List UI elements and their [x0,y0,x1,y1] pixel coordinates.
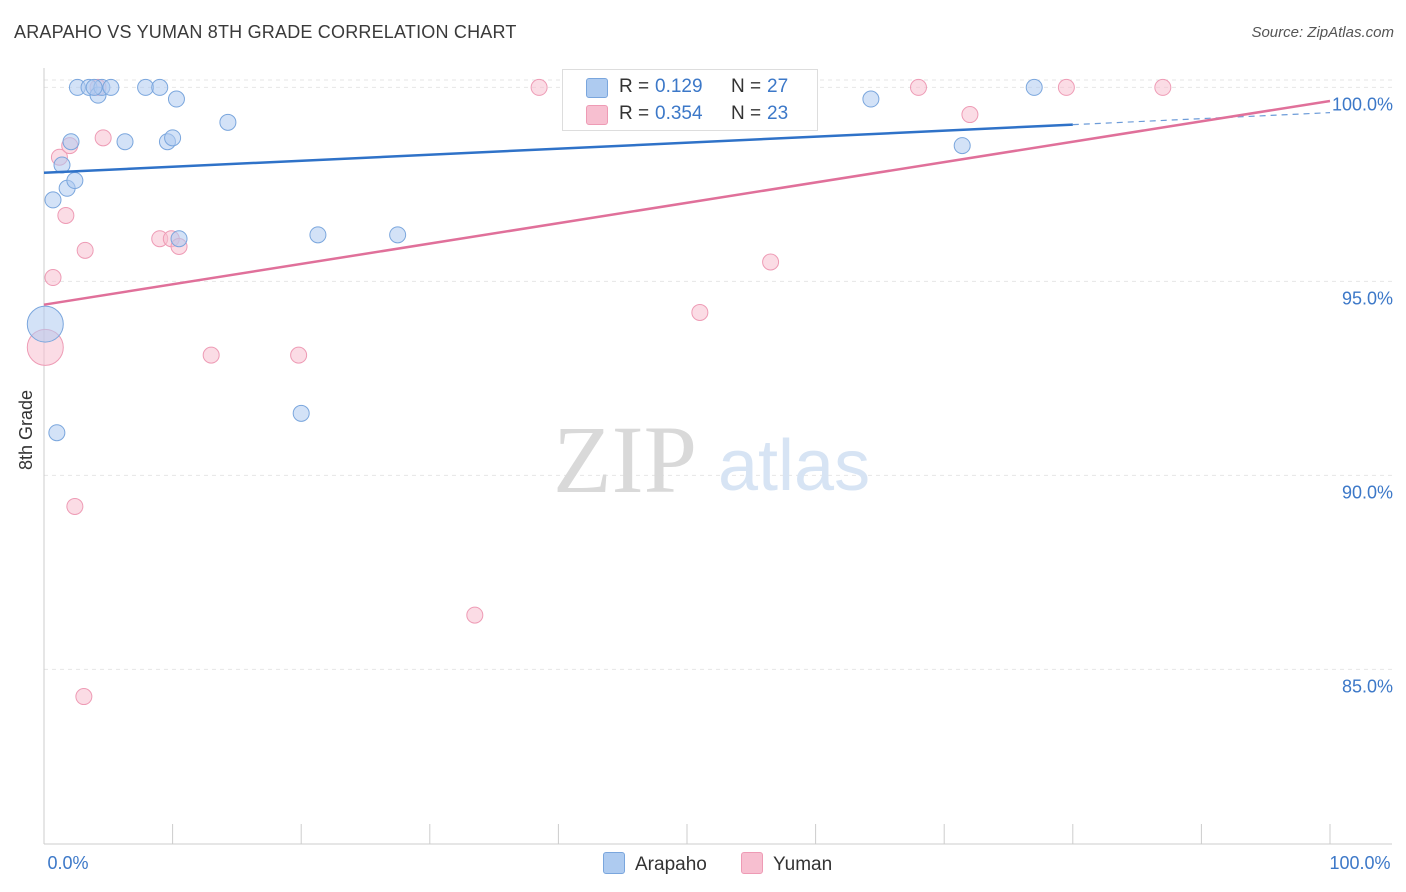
yuman-point [909,78,927,96]
yuman-point [57,206,75,224]
axes [43,68,1392,845]
chart-title: ARAPAHO VS YUMAN 8TH GRADE CORRELATION C… [14,22,517,42]
grid-lines [44,79,1392,670]
yuman-point [44,269,62,287]
yuman-point [290,346,308,364]
yuman-point [75,688,93,706]
ticks: 85.0% 90.0% 95.0% 100.0% 0.0% 100.0% [43,94,1393,873]
y-tick-label: 95.0% [1342,288,1393,308]
yuman-point [76,241,94,259]
arapaho-point [62,133,80,151]
arapaho-point [167,90,185,108]
yuman-n-value: 23 [767,103,789,124]
arapaho-trendline [43,123,1073,175]
yuman-point [1057,78,1075,96]
n-label: N = [731,76,762,97]
n-label: N = [731,103,762,124]
arapaho-point [44,191,62,209]
arapaho-point [862,90,880,108]
source-label: Source: ZipAtlas.com [1251,24,1394,41]
yuman-point [691,303,709,321]
arapaho-r-value: 0.129 [655,76,703,97]
arapaho-point [389,226,407,244]
watermark: ZIP atlas [553,406,870,513]
yuman-point [762,253,780,271]
yuman-point [1154,78,1172,96]
arapaho-point [116,133,134,151]
arapaho-point [170,230,188,248]
y-tick-label: 90.0% [1342,482,1393,502]
yuman-points [26,78,1172,706]
arapaho-swatch [586,78,608,98]
yuman-point [66,497,84,515]
arapaho-point [219,113,237,131]
arapaho-legend-label: Arapaho [635,854,707,875]
arapaho-trendline-extension [1072,112,1331,126]
arapaho-point [164,129,182,147]
r-label: R = [619,103,650,124]
trendlines [43,99,1331,306]
yuman-point [202,346,220,364]
arapaho-point [292,404,310,422]
arapaho-point [1025,78,1043,96]
arapaho-point [151,78,169,96]
yuman-swatch [586,105,608,125]
arapaho-point [85,78,103,96]
yuman-legend-label: Yuman [773,854,833,875]
arapaho-points [26,78,1043,442]
arapaho-point [26,305,64,343]
yuman-trendline [43,99,1331,306]
r-label: R = [619,76,650,97]
yuman-r-value: 0.354 [655,103,703,124]
y-tick-label: 100.0% [1332,94,1393,114]
arapaho-point [309,226,327,244]
y-tick-label: 85.0% [1342,676,1393,696]
bottom-legend-arapaho: Arapaho [603,852,707,876]
arapaho-point [137,78,155,96]
x-tick-label-start: 0.0% [47,853,88,873]
arapaho-legend-swatch [603,852,625,874]
watermark-zip: ZIP [553,406,697,513]
x-tick-label-end: 100.0% [1329,853,1390,873]
arapaho-point [953,137,971,155]
watermark-atlas: atlas [718,426,870,506]
stats-legend: R = 0.129 N = 27 R = 0.354 N = 23 [562,69,818,131]
yuman-point [961,106,979,124]
yuman-point [94,129,112,147]
arapaho-point [48,424,66,442]
arapaho-n-value: 27 [767,76,789,97]
yuman-point [466,606,484,624]
arapaho-point [66,172,84,190]
yuman-legend-swatch [741,852,763,874]
bottom-legend-yuman: Yuman [741,852,832,876]
y-axis-label: 8th Grade [16,389,36,470]
arapaho-point [102,78,120,96]
yuman-point [530,78,548,96]
